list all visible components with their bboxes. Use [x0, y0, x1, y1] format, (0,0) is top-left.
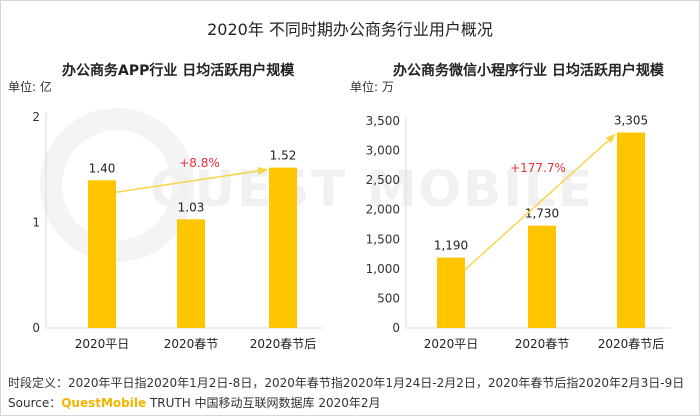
bar-left [269, 167, 297, 328]
growth-label-right: +177.7% [510, 161, 566, 175]
category-label-left: 2020平日 [75, 337, 130, 351]
chart-right-unit: 单位: 万 [350, 80, 394, 94]
category-label-right: 2020春节后 [598, 337, 665, 351]
source-prefix: Source： [8, 396, 62, 410]
bar-value-label-left: 1.52 [270, 149, 297, 163]
y-tick-label-right: 3,500 [366, 114, 400, 128]
bar-right [528, 225, 556, 328]
bar-value-label-right: 1,730 [525, 207, 559, 221]
chart-left-unit: 单位: 亿 [8, 80, 52, 94]
growth-label-left: +8.8% [179, 156, 220, 170]
category-label-right: 2020平日 [424, 337, 479, 351]
y-tick-label-right: 1,500 [366, 232, 400, 246]
y-tick-label-right: 500 [377, 291, 400, 305]
category-label-right: 2020春节 [515, 337, 570, 351]
period-definition-note: 时段定义：2020年平日指2020年1月2日-8日，2020年春节指2020年1… [8, 376, 685, 390]
bar-value-label-left: 1.03 [178, 200, 205, 214]
source-brand: QuestMobile [61, 396, 147, 410]
y-tick-label-right: 0 [392, 321, 400, 335]
y-tick-label-right: 3,000 [366, 144, 400, 158]
bar-value-label-left: 1.40 [89, 161, 116, 175]
source-note: Source：QuestMobile TRUTH 中国移动互联网数据库 2020… [8, 394, 381, 411]
bar-right [617, 132, 645, 328]
bar-left [177, 219, 205, 328]
bar-value-label-right: 1,190 [434, 239, 468, 253]
bar-value-label-right: 3,305 [614, 114, 648, 128]
source-rest: TRUTH 中国移动互联网数据库 2020年2月 [146, 396, 381, 410]
y-tick-label-left: 1 [32, 216, 40, 230]
y-tick-label-right: 2,000 [366, 203, 400, 217]
y-tick-label-right: 2,500 [366, 173, 400, 187]
chart-left-title: 办公商务APP行业 日均活跃用户规模 [62, 63, 295, 79]
growth-arrow-left [115, 167, 268, 194]
bar-right [437, 257, 465, 328]
category-label-left: 2020春节 [164, 337, 219, 351]
y-tick-label-left: 2 [32, 110, 40, 124]
y-tick-label-left: 0 [32, 321, 40, 335]
chart-right-title: 办公商务微信小程序行业 日均活跃用户规模 [393, 63, 664, 79]
growth-arrow-right [464, 133, 616, 271]
bar-left [88, 180, 116, 328]
category-label-left: 2020春节后 [250, 337, 317, 351]
figure-title: 2020年 不同时期办公商务行业用户概况 [207, 20, 493, 39]
y-tick-label-right: 1,000 [366, 262, 400, 276]
